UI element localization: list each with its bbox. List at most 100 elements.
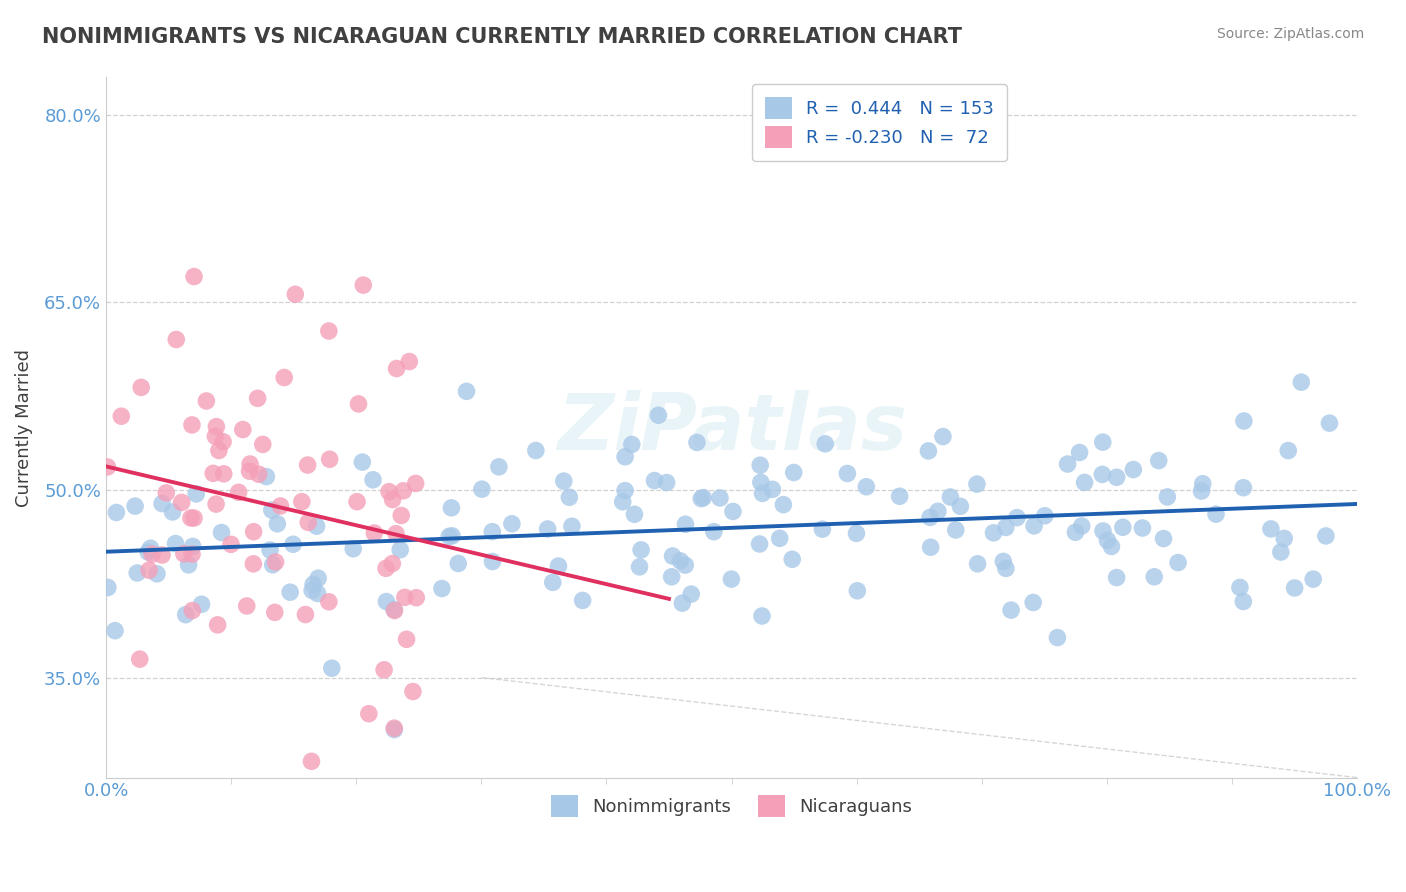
- Point: [430, 582, 453, 596]
- Point: [405, 591, 427, 605]
- Point: [1147, 453, 1170, 467]
- Point: [347, 397, 370, 411]
- Point: [966, 557, 988, 571]
- Point: [1056, 457, 1078, 471]
- Point: [889, 489, 911, 503]
- Point: [165, 536, 187, 550]
- Point: [1000, 603, 1022, 617]
- Point: [917, 444, 939, 458]
- Point: [301, 755, 323, 769]
- Point: [1091, 524, 1114, 538]
- Point: [259, 543, 281, 558]
- Point: [186, 487, 208, 501]
- Point: [966, 477, 988, 491]
- Point: [318, 595, 340, 609]
- Point: [363, 526, 385, 541]
- Point: [1191, 476, 1213, 491]
- Point: [307, 571, 329, 585]
- Point: [669, 554, 692, 568]
- Point: [385, 361, 408, 376]
- Point: [297, 516, 319, 530]
- Point: [571, 593, 593, 607]
- Point: [181, 603, 204, 617]
- Text: Source: ZipAtlas.com: Source: ZipAtlas.com: [1216, 27, 1364, 41]
- Point: [127, 566, 149, 580]
- Point: [395, 632, 418, 647]
- Point: [1046, 631, 1069, 645]
- Point: [212, 467, 235, 481]
- Point: [266, 516, 288, 531]
- Point: [129, 380, 152, 394]
- Point: [1291, 375, 1313, 389]
- Point: [97, 581, 120, 595]
- Point: [181, 417, 204, 432]
- Point: [692, 491, 714, 505]
- Point: [150, 497, 173, 511]
- Point: [181, 540, 204, 554]
- Point: [173, 547, 195, 561]
- Point: [1022, 519, 1045, 533]
- Point: [547, 559, 569, 574]
- Point: [481, 524, 503, 539]
- Point: [110, 409, 132, 424]
- Point: [671, 596, 693, 610]
- Point: [238, 464, 260, 478]
- Point: [814, 437, 837, 451]
- Point: [846, 583, 869, 598]
- Point: [264, 555, 287, 569]
- Point: [382, 723, 405, 737]
- Point: [1229, 581, 1251, 595]
- Point: [278, 585, 301, 599]
- Point: [558, 490, 581, 504]
- Point: [136, 545, 159, 559]
- Point: [1105, 570, 1128, 584]
- Point: [389, 508, 412, 523]
- Point: [263, 606, 285, 620]
- Point: [1272, 532, 1295, 546]
- Point: [302, 577, 325, 591]
- Point: [1022, 595, 1045, 609]
- Text: NONIMMIGRANTS VS NICARAGUAN CURRENTLY MARRIED CORRELATION CHART: NONIMMIGRANTS VS NICARAGUAN CURRENTLY MA…: [42, 27, 962, 46]
- Point: [104, 624, 127, 638]
- Point: [655, 475, 678, 490]
- Point: [1143, 570, 1166, 584]
- Point: [561, 519, 583, 533]
- Point: [195, 394, 218, 409]
- Point: [382, 721, 405, 735]
- Point: [920, 541, 942, 555]
- Point: [1205, 507, 1227, 521]
- Point: [394, 591, 416, 605]
- Point: [949, 500, 972, 514]
- Point: [361, 473, 384, 487]
- Point: [1277, 443, 1299, 458]
- Legend: Nonimmigrants, Nicaraguans: Nonimmigrants, Nicaraguans: [543, 788, 920, 824]
- Point: [1091, 467, 1114, 482]
- Point: [232, 423, 254, 437]
- Point: [352, 455, 374, 469]
- Point: [1284, 581, 1306, 595]
- Point: [208, 443, 231, 458]
- Point: [96, 459, 118, 474]
- Point: [441, 529, 464, 543]
- Point: [138, 563, 160, 577]
- Point: [1232, 481, 1254, 495]
- Point: [389, 542, 412, 557]
- Point: [1070, 519, 1092, 533]
- Point: [273, 370, 295, 384]
- Point: [537, 522, 560, 536]
- Point: [447, 557, 470, 571]
- Point: [252, 437, 274, 451]
- Point: [437, 529, 460, 543]
- Point: [501, 516, 523, 531]
- Point: [1191, 484, 1213, 499]
- Point: [983, 525, 1005, 540]
- Point: [939, 490, 962, 504]
- Point: [681, 587, 703, 601]
- Point: [661, 549, 683, 563]
- Point: [1122, 462, 1144, 476]
- Point: [1156, 490, 1178, 504]
- Point: [321, 661, 343, 675]
- Point: [385, 526, 408, 541]
- Point: [284, 287, 307, 301]
- Point: [378, 484, 401, 499]
